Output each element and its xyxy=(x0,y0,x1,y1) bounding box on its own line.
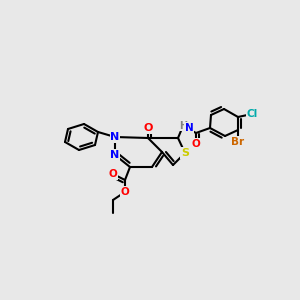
Text: S: S xyxy=(181,148,189,158)
Text: N: N xyxy=(110,132,120,142)
Text: N: N xyxy=(110,150,120,160)
Text: O: O xyxy=(143,123,153,133)
Text: O: O xyxy=(192,139,200,149)
Text: O: O xyxy=(121,187,129,197)
Text: H: H xyxy=(179,121,187,131)
Text: Br: Br xyxy=(231,137,244,147)
Text: Cl: Cl xyxy=(246,109,258,119)
Text: O: O xyxy=(109,169,117,179)
Text: N: N xyxy=(184,123,194,133)
